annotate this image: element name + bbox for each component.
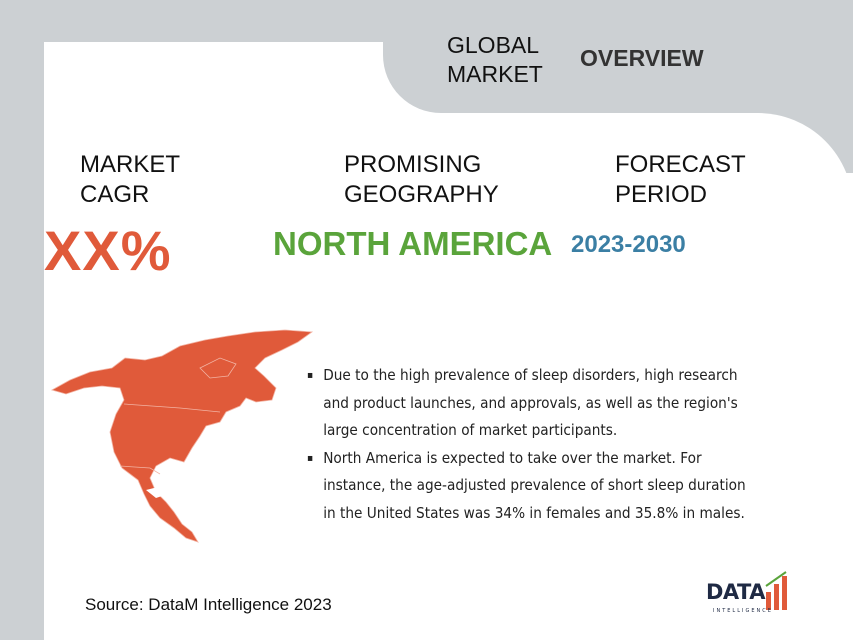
insight-item: Due to the high prevalence of sleep diso… <box>307 362 748 445</box>
header-tab <box>383 0 853 113</box>
logo-bars-icon <box>765 571 787 610</box>
cagr-label: MARKET CAGR <box>80 150 180 210</box>
geography-label: PROMISING GEOGRAPHY <box>344 150 499 210</box>
cagr-label-line1: MARKET <box>80 151 181 178</box>
cagr-label-line2: CAGR <box>80 181 150 208</box>
north-america-map-icon <box>50 329 314 543</box>
forecast-label: FORECAST PERIOD <box>615 150 746 210</box>
source-text: Source: DataM Intelligence 2023 <box>85 595 332 614</box>
header-title: GLOBAL MARKET <box>447 31 543 89</box>
logo-sub-text: INTELLIGENCE <box>713 608 773 614</box>
insight-item: North America is expected to take over t… <box>307 445 748 528</box>
forecast-label-line1: FORECAST <box>615 151 746 178</box>
forecast-label-line2: PERIOD <box>615 181 708 208</box>
header-overview: OVERVIEW <box>580 45 704 71</box>
logo-main-text: DATA <box>706 580 766 604</box>
forecast-period-value: 2023-2030 <box>571 231 686 258</box>
datam-logo: DATA INTELLIGENCE <box>706 570 796 620</box>
header-title-line2: MARKET <box>447 61 543 87</box>
geography-label-line2: GEOGRAPHY <box>344 181 499 208</box>
cagr-value: XX% <box>44 219 172 282</box>
geography-label-line1: PROMISING <box>344 151 482 178</box>
geography-value: NORTH AMERICA <box>273 225 553 262</box>
header-title-line1: GLOBAL <box>447 32 540 58</box>
insights-list: Due to the high prevalence of sleep diso… <box>307 362 748 527</box>
